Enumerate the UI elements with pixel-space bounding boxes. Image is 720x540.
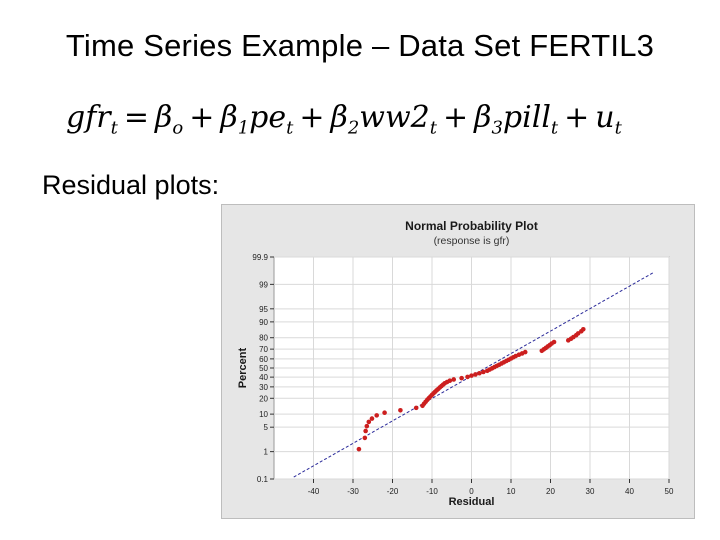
data-point bbox=[465, 374, 470, 380]
chart-title: Normal Probability Plot bbox=[405, 219, 538, 233]
equation-operator: + bbox=[299, 100, 325, 135]
equation-term: pet bbox=[249, 100, 294, 139]
data-point bbox=[469, 373, 474, 378]
x-tick-label: -30 bbox=[347, 487, 359, 496]
data-point bbox=[364, 423, 370, 429]
equation-term: ww2t bbox=[359, 100, 437, 139]
y-tick-label: 95 bbox=[259, 305, 268, 314]
chart-svg: -40 -30 -20 -10 0 10 20 30 40 50 0.11510203040506… bbox=[237, 219, 674, 508]
chart-subtitle: (response is gfr) bbox=[434, 235, 510, 247]
x-axis-ticks: -40 -30 -20 -10 0 10 20 30 40 50 bbox=[308, 479, 674, 496]
data-point bbox=[382, 410, 387, 416]
y-tick-label: 90 bbox=[259, 318, 268, 327]
equation-term: βo bbox=[155, 100, 184, 139]
y-tick-label: 80 bbox=[259, 334, 268, 343]
equation-term: pillt bbox=[502, 100, 559, 139]
data-point bbox=[477, 370, 482, 376]
y-axis-label: Percent bbox=[237, 347, 249, 388]
y-tick-label: 50 bbox=[259, 364, 268, 373]
data-point bbox=[362, 435, 368, 441]
data-point bbox=[363, 428, 368, 434]
points-group bbox=[356, 326, 586, 452]
x-tick-label: 30 bbox=[586, 487, 595, 496]
y-tick-label: 70 bbox=[259, 345, 268, 354]
y-tick-label: 20 bbox=[259, 394, 268, 403]
equation-term: β3 bbox=[474, 100, 503, 139]
x-tick-label: 40 bbox=[625, 487, 634, 496]
slide-title: Time Series Example – Data Set FERTIL3 bbox=[65, 28, 655, 63]
equation-term: ut bbox=[595, 100, 622, 139]
equation-term: β2 bbox=[330, 100, 360, 139]
data-point bbox=[481, 369, 486, 375]
x-tick-label: 0 bbox=[469, 487, 474, 496]
data-point bbox=[366, 419, 372, 425]
y-tick-label: 0.1 bbox=[257, 475, 269, 484]
y-tick-label: 99 bbox=[259, 280, 268, 289]
x-tick-label: -10 bbox=[426, 487, 438, 496]
equation-term: β1 bbox=[220, 100, 250, 139]
data-point bbox=[551, 339, 557, 345]
residual-plots-heading: Residual plots: bbox=[42, 170, 220, 200]
regression-equation: gfrt = βo + β1pet + β2ww2t + β3pillt + ut bbox=[66, 100, 622, 138]
x-tick-label: -20 bbox=[387, 487, 399, 496]
data-point bbox=[522, 349, 528, 355]
normal-probability-plot: -40 -30 -20 -10 0 10 20 30 40 50 0.1 1 5 10 20 30 40 50 6… bbox=[221, 204, 695, 519]
equation-operator: + bbox=[442, 100, 469, 135]
x-tick-label: 20 bbox=[546, 487, 555, 496]
x-axis-label: Residual bbox=[449, 496, 495, 508]
y-tick-label: 5 bbox=[264, 423, 269, 432]
data-point bbox=[447, 378, 453, 384]
equation-operator: + bbox=[564, 100, 590, 135]
grid bbox=[274, 256, 670, 480]
y-tick-label: 60 bbox=[259, 355, 268, 364]
x-tick-label: 10 bbox=[507, 487, 516, 496]
data-point bbox=[374, 413, 379, 418]
data-point bbox=[451, 377, 457, 382]
data-point bbox=[459, 375, 464, 381]
data-point bbox=[473, 372, 478, 377]
data-point bbox=[398, 407, 403, 413]
data-point bbox=[356, 446, 362, 452]
equation-operator: = bbox=[123, 100, 150, 135]
y-tick-label: 1 bbox=[264, 448, 269, 457]
y-tick-label: 30 bbox=[259, 383, 268, 392]
y-tick-label: 99.9 bbox=[252, 253, 268, 262]
data-point bbox=[413, 405, 419, 411]
y-tick-label: 10 bbox=[259, 410, 268, 419]
x-tick-label: 50 bbox=[665, 487, 674, 496]
data-point bbox=[580, 326, 586, 332]
x-tick-label: -40 bbox=[308, 487, 320, 496]
y-tick-label: 40 bbox=[259, 373, 268, 382]
data-point bbox=[369, 416, 375, 421]
equation-operator: + bbox=[189, 100, 215, 135]
equation-term: gfrt bbox=[66, 100, 118, 139]
